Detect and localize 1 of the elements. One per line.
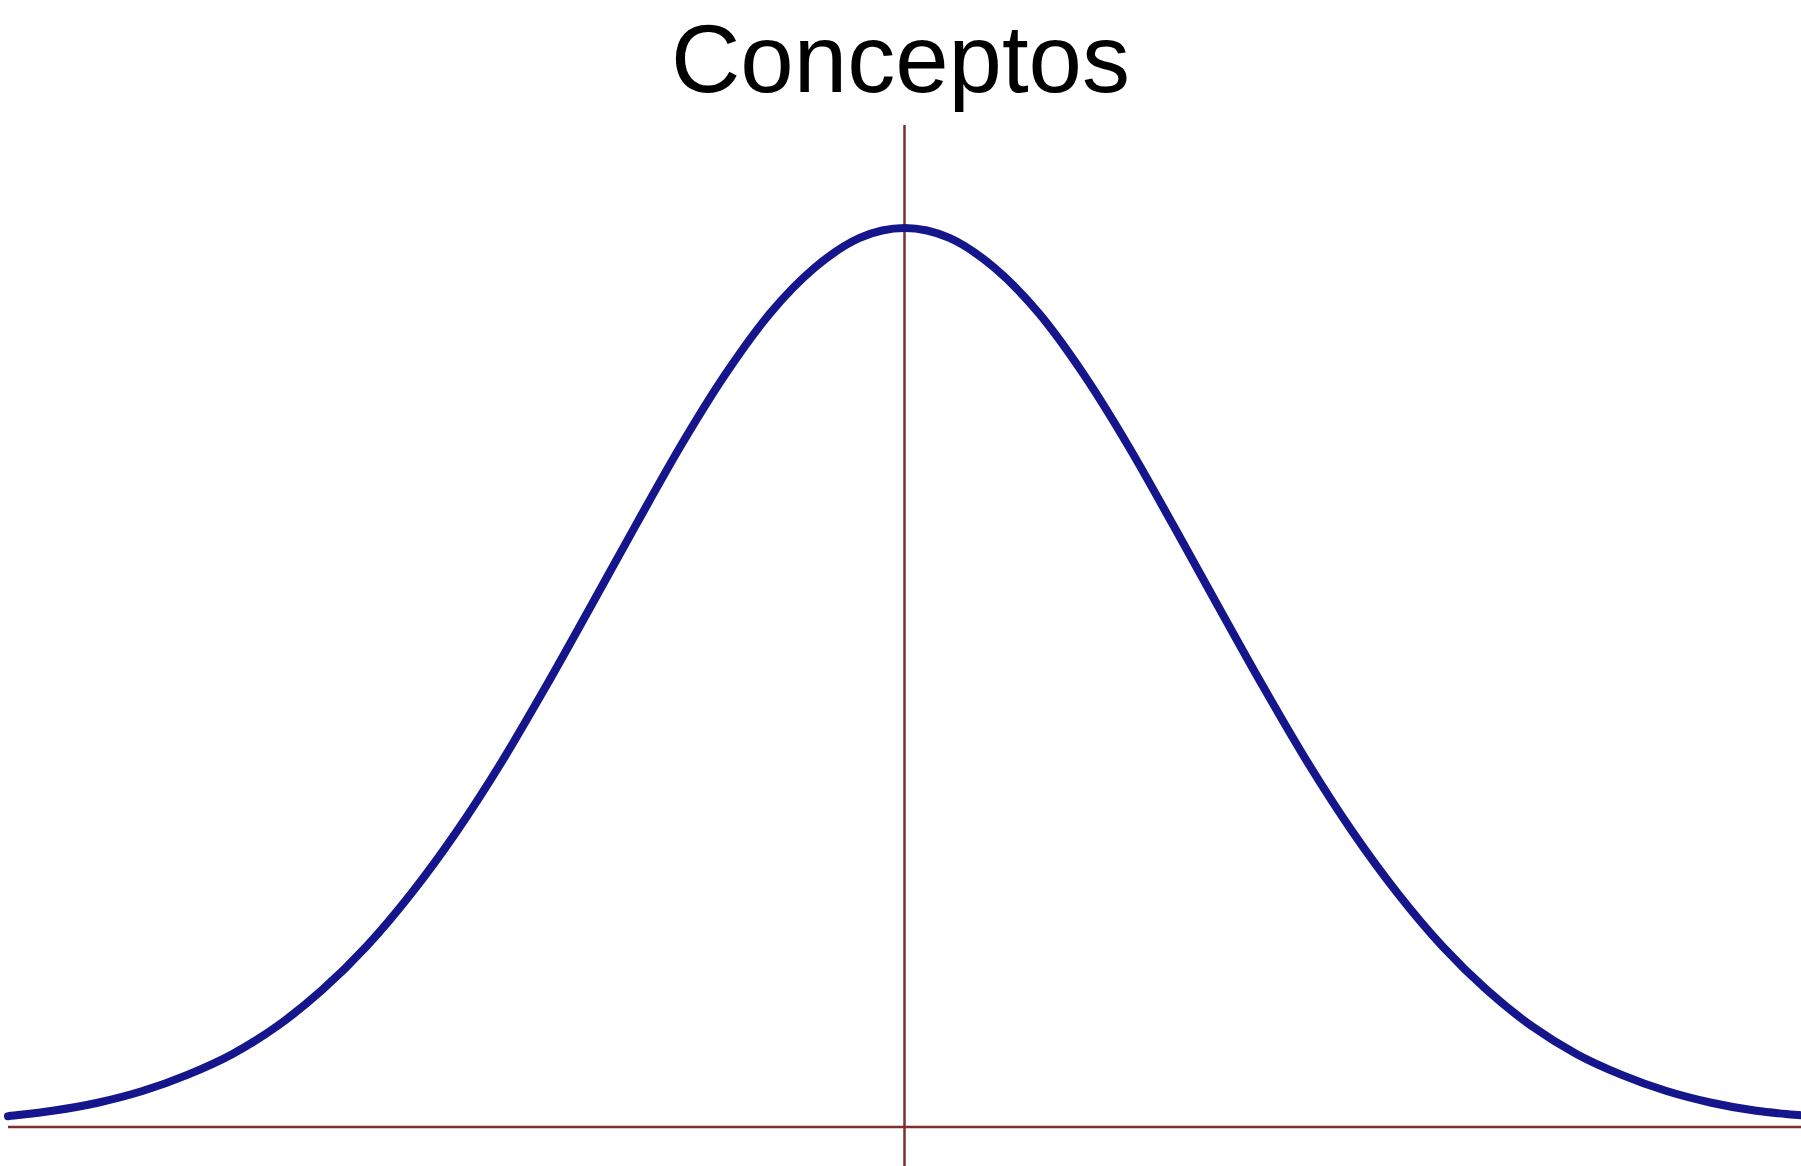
chart-title: Conceptos xyxy=(670,4,1131,114)
